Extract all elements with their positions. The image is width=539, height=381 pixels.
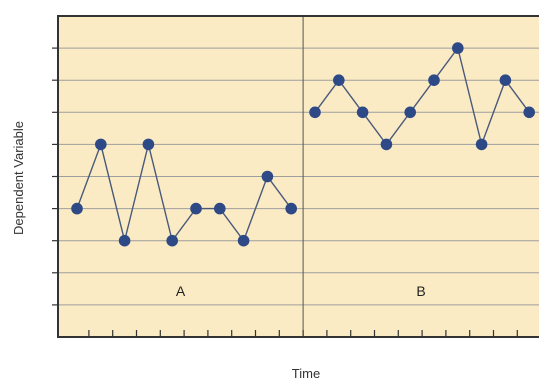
phase-label-a: A [176, 283, 186, 299]
data-point [214, 202, 226, 215]
data-point [71, 202, 83, 215]
data-point [523, 106, 535, 119]
x-axis-ticks [88, 330, 518, 337]
data-point [380, 138, 393, 151]
data-point [261, 170, 274, 183]
data-point [166, 234, 178, 247]
series-line-phase-b [314, 46, 530, 147]
data-point [142, 138, 155, 151]
data-point [309, 106, 321, 119]
gridlines [58, 47, 539, 306]
data-point [404, 106, 417, 119]
data-point [190, 202, 202, 215]
data-point [285, 202, 298, 215]
data-point [356, 106, 369, 119]
data-point [333, 74, 345, 86]
data-point [499, 74, 512, 86]
y-axis-label: Dependent Variable [11, 121, 26, 235]
data-series [71, 42, 535, 247]
series-line-phase-a [76, 142, 292, 243]
data-point [237, 234, 250, 247]
data-point [95, 138, 107, 151]
data-point [452, 42, 464, 54]
x-axis-label: Time [292, 366, 320, 381]
phase-label-b: B [416, 283, 425, 299]
data-point [475, 138, 488, 151]
axes [52, 15, 539, 338]
data-point [428, 74, 440, 86]
data-point [118, 234, 131, 247]
